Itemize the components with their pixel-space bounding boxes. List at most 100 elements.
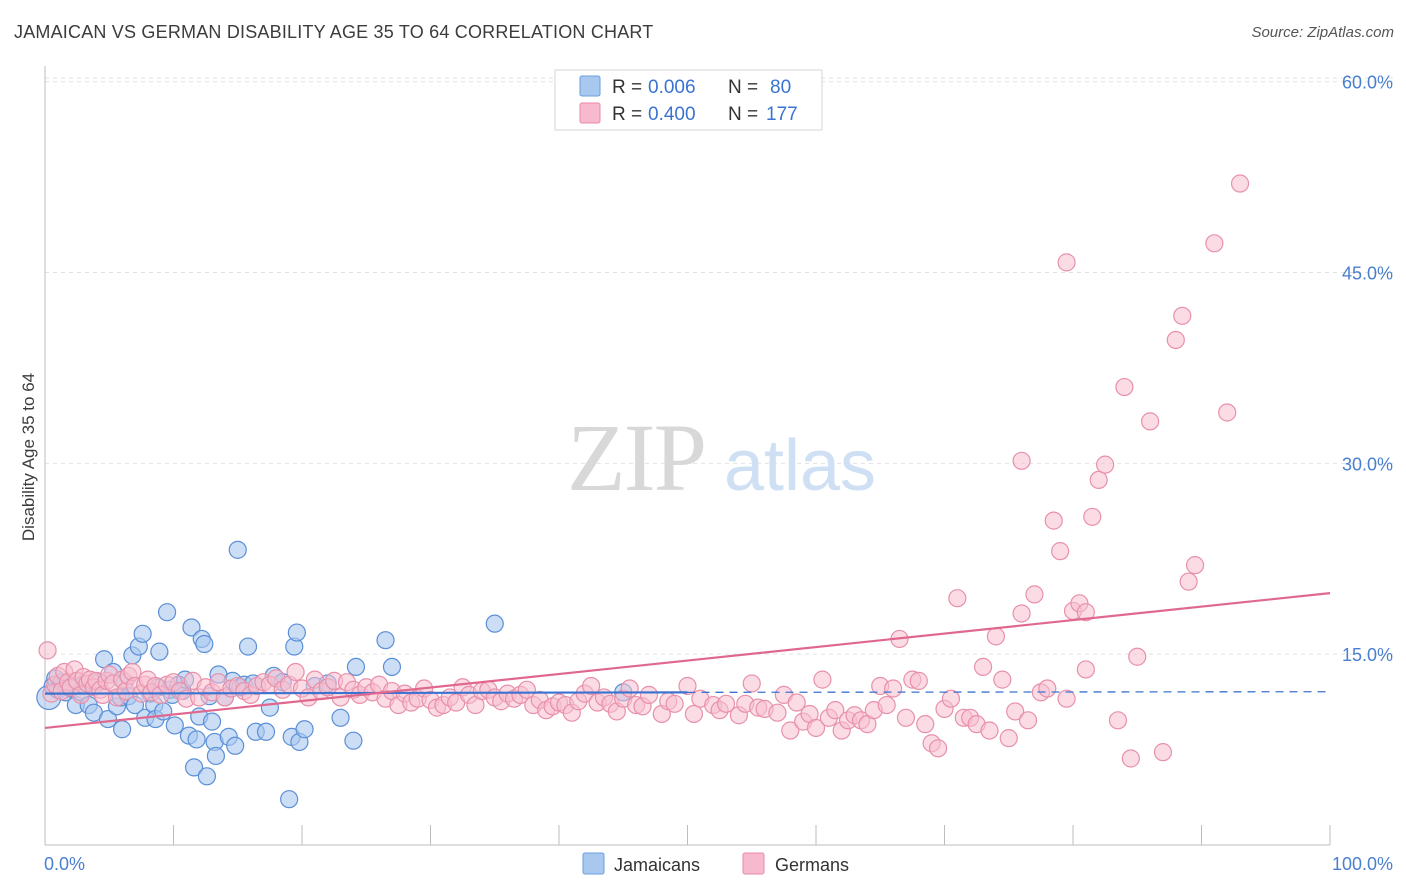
data-point-germans bbox=[1108, 711, 1128, 730]
data-point-germans bbox=[1025, 585, 1044, 604]
legend-bottom: Jamaicans Germans bbox=[582, 852, 849, 875]
data-point-germans bbox=[684, 704, 704, 724]
data-point-germans bbox=[1179, 572, 1198, 591]
data-point-jamaicans bbox=[346, 657, 366, 677]
source-label: Source: ZipAtlas.com bbox=[1251, 24, 1394, 41]
watermark-atlas: atlas bbox=[724, 426, 876, 506]
legend-n-value: 80 bbox=[770, 77, 791, 98]
data-point-germans bbox=[1076, 660, 1095, 679]
data-point-germans bbox=[980, 721, 999, 740]
data-point-jamaicans bbox=[382, 657, 402, 677]
trend-line-germans bbox=[44, 592, 1331, 730]
germans-points bbox=[38, 174, 1250, 768]
data-point-jamaicans bbox=[287, 623, 306, 642]
data-point-germans bbox=[896, 708, 916, 727]
data-point-germans bbox=[665, 694, 684, 713]
data-point-germans bbox=[781, 721, 800, 740]
data-point-germans bbox=[38, 641, 57, 660]
data-point-germans bbox=[1012, 451, 1031, 470]
data-point-germans bbox=[1018, 711, 1038, 730]
data-point-germans bbox=[742, 674, 761, 693]
data-point-jamaicans bbox=[98, 709, 118, 729]
data-point-germans bbox=[973, 657, 993, 677]
data-point-jamaicans bbox=[154, 702, 173, 721]
legend-r-label: R = bbox=[612, 77, 642, 98]
data-point-jamaicans bbox=[133, 624, 152, 643]
x-tick-label-100: 100.0% bbox=[1332, 854, 1393, 874]
data-point-germans bbox=[716, 694, 736, 713]
legend-n-label: N = bbox=[728, 104, 758, 125]
data-point-jamaicans bbox=[331, 708, 350, 727]
x-tick-label-0: 0.0% bbox=[44, 854, 85, 874]
data-point-germans bbox=[1128, 647, 1147, 666]
data-point-germans bbox=[1076, 603, 1095, 622]
y-axis-label: Disability Age 35 to 64 bbox=[19, 373, 38, 541]
data-point-germans bbox=[916, 715, 935, 734]
data-point-germans bbox=[883, 679, 903, 698]
data-point-jamaicans bbox=[228, 540, 247, 559]
data-point-germans bbox=[877, 695, 896, 715]
data-point-germans bbox=[1205, 234, 1224, 253]
legend-n-value: 177 bbox=[766, 104, 798, 125]
data-point-germans bbox=[999, 729, 1018, 748]
data-point-germans bbox=[1038, 679, 1057, 698]
legend-swatch-germans bbox=[579, 102, 601, 124]
data-point-jamaicans bbox=[165, 716, 184, 735]
data-point-germans bbox=[909, 671, 928, 690]
legend-r-label: R = bbox=[612, 104, 642, 125]
data-point-jamaicans bbox=[150, 642, 169, 661]
chart-title: JAMAICAN VS GERMAN DISABILITY AGE 35 TO … bbox=[14, 22, 654, 42]
legend-swatch-jamaicans bbox=[579, 75, 601, 97]
data-point-jamaicans bbox=[184, 758, 204, 777]
data-point-germans bbox=[1089, 470, 1108, 490]
y-tick-label-15: 15.0% bbox=[1342, 645, 1393, 665]
data-point-jamaicans bbox=[344, 731, 363, 750]
axes bbox=[44, 66, 1331, 846]
legend-bottom-swatch-germans bbox=[742, 852, 765, 875]
data-point-germans bbox=[1115, 377, 1134, 397]
legend-bottom-label-jamaicans: Jamaicans bbox=[614, 855, 700, 875]
data-point-germans bbox=[639, 685, 659, 704]
data-point-germans bbox=[1051, 542, 1070, 561]
y-tick-label-60: 60.0% bbox=[1342, 73, 1393, 93]
data-point-germans bbox=[1057, 253, 1076, 272]
trend-line-jamaicans bbox=[44, 691, 688, 695]
data-point-germans bbox=[787, 693, 806, 712]
data-point-germans bbox=[928, 739, 948, 758]
data-point-jamaicans bbox=[157, 603, 177, 622]
data-point-germans bbox=[1121, 749, 1140, 768]
data-point-jamaicans bbox=[280, 790, 299, 809]
data-point-germans bbox=[813, 670, 832, 689]
legend-r-value: 0.006 bbox=[648, 77, 696, 98]
data-point-germans bbox=[941, 689, 961, 708]
data-point-jamaicans bbox=[260, 698, 279, 717]
tick-labels: 15.0% 30.0% 45.0% 60.0% 0.0% 100.0% bbox=[44, 73, 1393, 874]
data-point-germans bbox=[1044, 511, 1063, 530]
legend-bottom-swatch-jamaicans bbox=[582, 852, 605, 875]
data-point-jamaicans bbox=[195, 634, 214, 654]
data-point-germans bbox=[768, 703, 787, 722]
data-point-germans bbox=[1153, 743, 1173, 762]
data-point-germans bbox=[806, 718, 826, 738]
data-point-jamaicans bbox=[206, 746, 226, 766]
data-point-jamaicans bbox=[182, 618, 201, 637]
legend-r-value: 0.400 bbox=[648, 104, 696, 125]
data-point-jamaicans bbox=[202, 712, 222, 731]
data-point-jamaicans bbox=[485, 614, 504, 633]
data-point-germans bbox=[986, 627, 1006, 646]
y-tick-label-45: 45.0% bbox=[1342, 264, 1393, 284]
data-point-jamaicans bbox=[238, 637, 258, 656]
data-point-jamaicans bbox=[295, 720, 314, 739]
trend-extension-jamaicans bbox=[687, 691, 1331, 693]
trend-lines bbox=[44, 592, 1331, 730]
legend-bottom-label-germans: Germans bbox=[775, 855, 849, 875]
data-point-germans bbox=[1006, 702, 1025, 721]
data-point-germans bbox=[678, 676, 697, 696]
data-point-jamaicans bbox=[112, 720, 132, 739]
data-point-germans bbox=[1012, 604, 1031, 623]
data-point-jamaicans bbox=[226, 736, 245, 755]
data-point-germans bbox=[948, 589, 967, 608]
data-point-germans bbox=[1173, 306, 1192, 325]
legend-n-label: N = bbox=[728, 77, 758, 98]
